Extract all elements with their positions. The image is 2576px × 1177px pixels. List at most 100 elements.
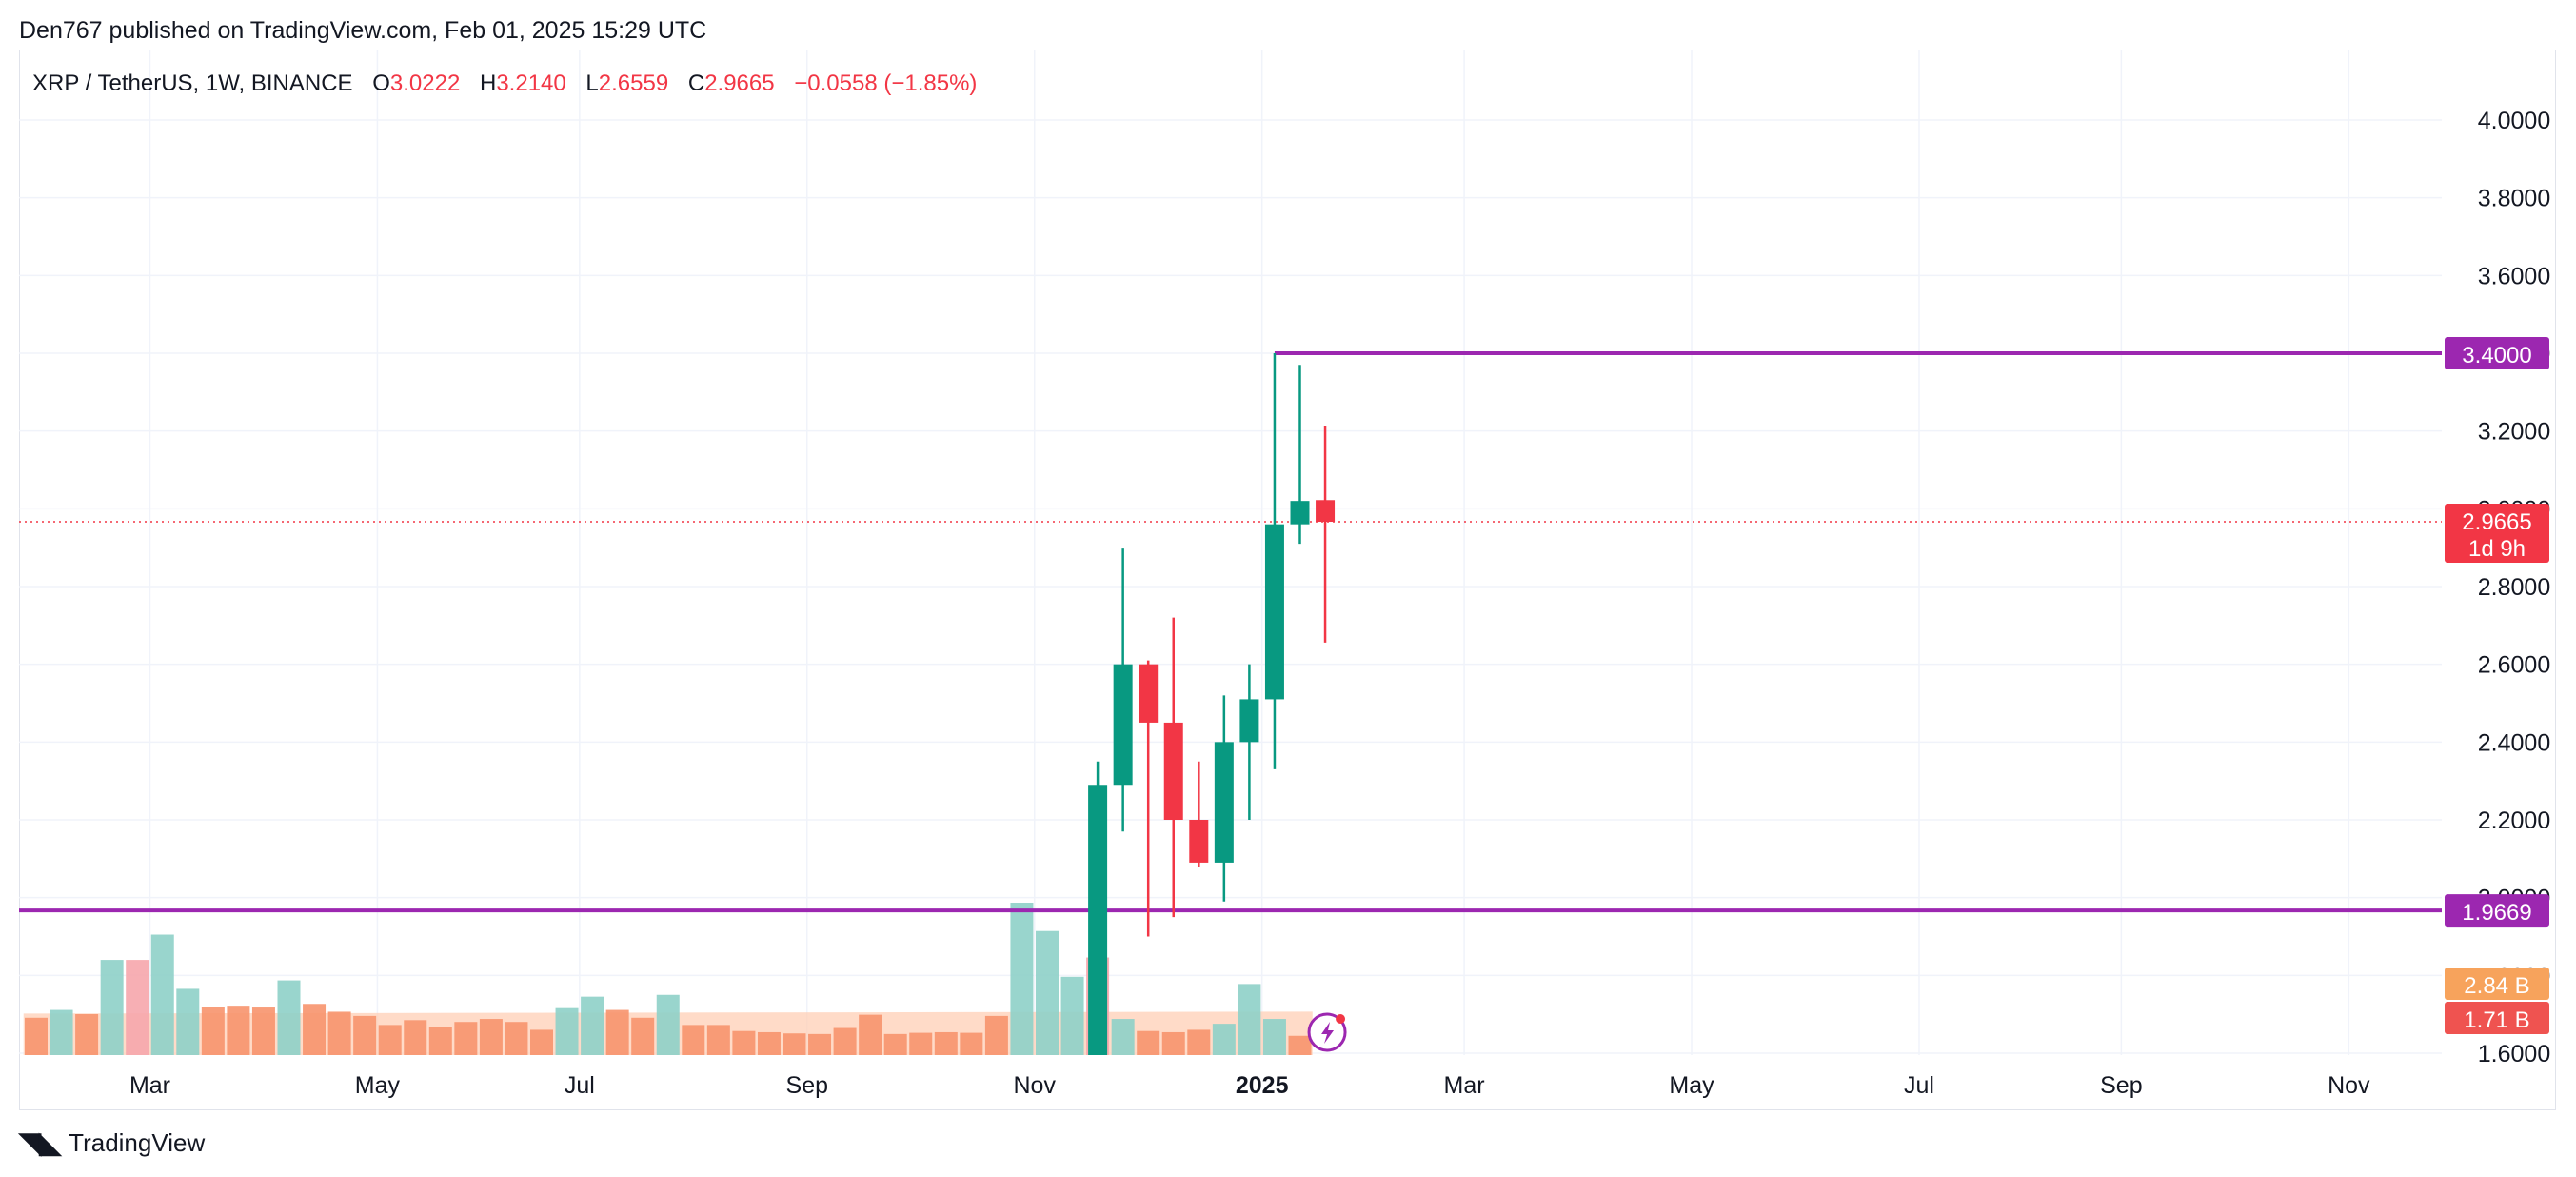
time-axis: Mar May Jul Sep Nov 2025 Mar May Jul Sep Nov [129,1072,2370,1099]
volume-bar [50,1009,73,1055]
volume-bar [883,1033,907,1055]
volume-bar [631,1017,655,1055]
legend-close: 2.9665 [704,70,774,96]
y-tick-label: 3.8000 [2478,186,2550,212]
y-tick-label: 2.4000 [2478,729,2550,756]
level-badge-bg [2445,337,2549,369]
volume-bar [404,1020,427,1055]
candle-body[interactable] [1163,722,1183,820]
x-tick-label: Mar [1444,1072,1485,1099]
volume-bar [530,1029,553,1055]
last-price-badge-text: 2.9665 [2462,509,2531,535]
volume-bar [581,996,604,1055]
volume-bar [984,1015,1008,1055]
candle-body[interactable] [1214,742,1234,863]
volume-bar [732,1030,756,1055]
volume-bar [454,1022,478,1055]
legend-open-key: O [372,70,390,96]
volume-bar [378,1025,402,1055]
publisher-header: Den767 published on TradingView.com, Feb… [19,17,707,44]
x-tick-label: Nov [1013,1072,1056,1099]
level-badge-bg [2445,894,2549,928]
candle-body[interactable] [1290,501,1310,525]
level-badge-text: 1.9669 [2462,900,2531,926]
volume-series [23,903,1313,1055]
y-tick-label: 3.2000 [2478,419,2550,446]
x-tick-label: Jul [1904,1072,1934,1099]
x-tick-label: Mar [129,1072,170,1099]
volume-bar [1212,1024,1236,1055]
volume-badge-text: 2.84 B [2464,973,2529,999]
volume-bar [100,960,124,1055]
tradingview-logo-icon: ◥◣ [19,1127,61,1159]
volume-bar [201,1007,225,1055]
volume-bar [353,1015,377,1055]
y-tick-label: 2.8000 [2478,574,2550,601]
y-tick-label: 4.0000 [2478,108,2550,134]
volume-bar [1262,1019,1286,1055]
horizontal-levels [19,351,2442,913]
volume-bar [1060,976,1084,1055]
level-badge-text: 3.4000 [2462,343,2531,369]
candle-body[interactable] [1316,500,1336,523]
x-tick-label: 2025 [1236,1072,1289,1099]
volume-bar [75,1013,99,1055]
y-tick-label: 1.6000 [2478,1041,2550,1067]
volume-bar [934,1031,958,1055]
x-tick-label: May [355,1072,401,1099]
legend-change: −0.0558 (−1.85%) [794,70,977,96]
volume-bar [1036,930,1059,1055]
y-tick-label: 2.6000 [2478,652,2550,679]
volume-bar [150,934,174,1055]
marker-dot [1336,1014,1346,1024]
legend-low-key: L [585,70,598,96]
volume-bar [1187,1029,1211,1055]
candle-body[interactable] [1189,820,1209,863]
volume-bar [808,1033,832,1055]
x-tick-label: Jul [565,1072,595,1099]
footer-brand[interactable]: TradingView [69,1127,206,1157]
volume-badge-bg [2445,1002,2549,1034]
x-tick-label: Sep [2100,1072,2142,1099]
symbol-legend: XRP / TetherUS, 1W, BINANCE O3.0222 H3.2… [32,70,977,96]
legend-high-key: H [480,70,496,96]
legend-symbol: XRP / TetherUS, 1W, BINANCE [32,70,353,96]
last-price-badge-text: 1d 9h [2468,536,2526,562]
x-tick-label: Nov [2328,1072,2370,1099]
candle-body[interactable] [1113,664,1133,786]
candle-body[interactable] [1139,664,1159,723]
x-tick-label: Sep [786,1072,828,1099]
volume-bar [1238,984,1261,1055]
marker-bolt [1321,1022,1335,1044]
volume-bar [1161,1031,1185,1055]
volume-bar [656,994,680,1055]
volume-badge-text: 1.71 B [2464,1007,2529,1033]
candle-series [1088,353,1336,1055]
volume-bar [1137,1030,1160,1055]
lightning-icon[interactable] [1307,1012,1347,1052]
candle-body[interactable] [1264,524,1284,700]
volume-bar [428,1027,452,1055]
volume-bar [555,1007,579,1055]
candle-body[interactable] [1239,699,1259,743]
volume-bar [909,1032,933,1055]
volume-bar [126,960,149,1055]
volume-bar [682,1025,705,1055]
y-tick-label: 2.2000 [2478,808,2550,834]
volume-bar [859,1014,882,1055]
volume-bar [960,1032,983,1055]
legend-low: 2.6559 [599,70,668,96]
volume-bar [176,988,200,1055]
y-tick-label: 3.6000 [2478,263,2550,289]
x-tick-label: May [1669,1072,1714,1099]
chart-frame[interactable] [19,50,2556,1110]
volume-bar [757,1031,781,1055]
legend-open: 3.0222 [390,70,460,96]
last-price-badge-bg [2445,504,2549,564]
volume-bar [706,1025,730,1055]
volume-bar [1010,903,1034,1055]
volume-bar [479,1019,503,1055]
candle-body[interactable] [1088,785,1108,1055]
